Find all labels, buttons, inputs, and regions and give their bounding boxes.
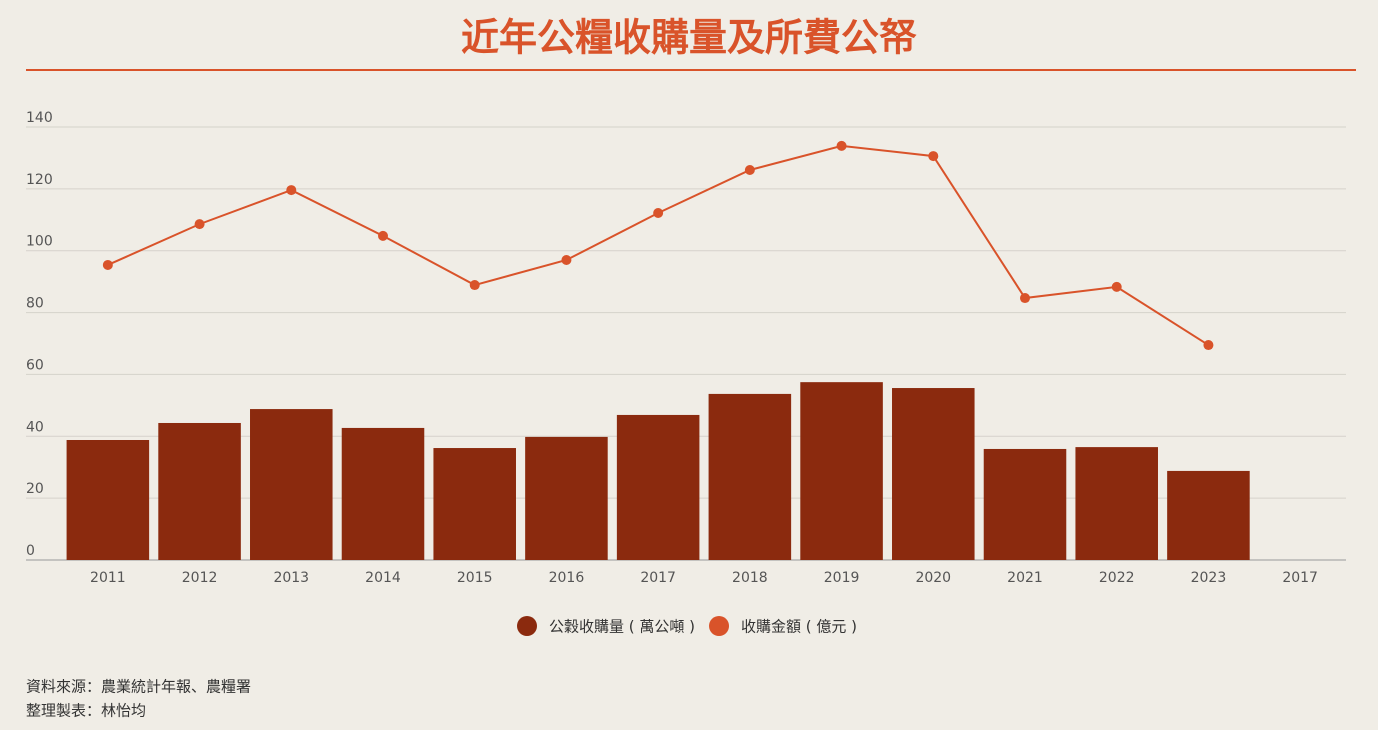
y-tick-label: 40 [26, 419, 44, 435]
legend-swatch [709, 616, 730, 636]
bar [341, 427, 425, 560]
y-tick-label: 140 [26, 110, 53, 126]
bar [983, 448, 1067, 560]
x-tick-label: 2011 [90, 570, 126, 586]
y-tick-label: 120 [26, 172, 53, 188]
bar [66, 439, 150, 560]
line-point [1111, 281, 1122, 292]
line-point [1203, 340, 1214, 351]
source-note: 資料來源：農業統計年報、農糧署 [26, 678, 251, 696]
x-tick-label: 2012 [182, 570, 218, 586]
x-tick-label: 2016 [549, 570, 585, 586]
line-point [928, 151, 939, 162]
line-point [836, 140, 847, 151]
chart-title: 近年公糧收購量及所費公帑 [461, 16, 917, 60]
y-tick-label: 80 [26, 296, 44, 312]
line [107, 144, 1209, 346]
legend-swatch [517, 616, 537, 636]
y-tick-label: 100 [26, 234, 53, 250]
bar [1075, 447, 1158, 560]
line-point [469, 280, 480, 291]
line-point [378, 230, 388, 241]
line-point [102, 259, 113, 270]
x-tick-label: 2013 [273, 570, 309, 586]
y-tick-label: 0 [26, 543, 35, 559]
bar [525, 436, 608, 560]
x-tick-label: 2015 [457, 570, 493, 586]
x-tick-label: 2020 [915, 570, 951, 586]
line-point [194, 219, 205, 230]
line-point [653, 207, 664, 218]
bar [708, 393, 792, 560]
y-tick-label: 20 [26, 481, 44, 497]
x-tick-label: 2017 [1282, 570, 1318, 586]
line-point [744, 164, 755, 175]
legend-label: 公穀收購量 ( 萬公噸 ) [549, 618, 695, 636]
line-point [286, 185, 297, 196]
x-tick-label: 2021 [1007, 570, 1043, 586]
bar [158, 422, 241, 560]
line-point [561, 254, 572, 265]
x-tick-label: 2018 [732, 570, 768, 586]
bar [892, 388, 975, 560]
y-tick-label: 60 [26, 357, 44, 373]
line-point [1020, 293, 1030, 304]
x-tick-label: 2017 [640, 570, 676, 586]
x-tick-label: 2014 [365, 570, 401, 586]
x-tick-label: 2023 [1191, 570, 1227, 586]
bar [433, 448, 516, 560]
bar [250, 409, 333, 560]
bar [1167, 470, 1250, 560]
bar [800, 382, 883, 560]
author-note: 整理製表：林怡均 [26, 702, 146, 720]
legend-label: 收購金額 ( 億元 ) [741, 618, 857, 636]
x-tick-label: 2019 [824, 570, 860, 586]
bar [616, 414, 700, 560]
x-tick-label: 2022 [1099, 570, 1135, 586]
